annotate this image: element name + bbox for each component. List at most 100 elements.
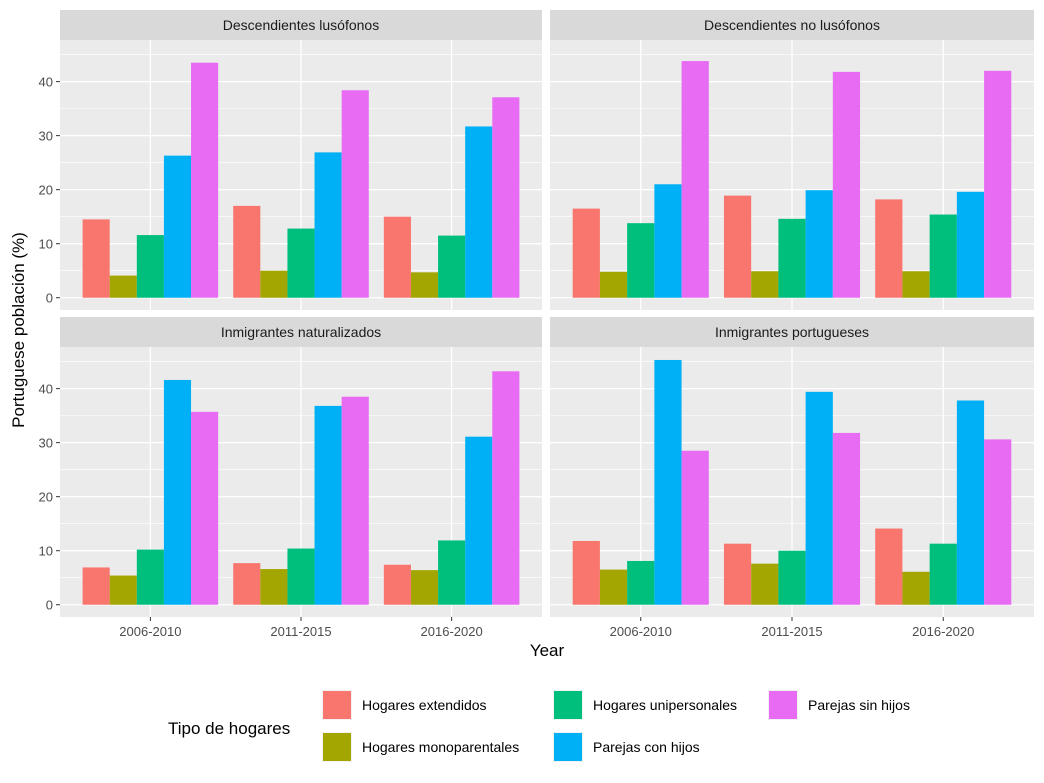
x-tick-label: 2011-2015: [761, 624, 822, 639]
bar: [627, 223, 655, 298]
facet-strip-label: Inmigrantes portugueses: [715, 324, 869, 340]
bar: [492, 97, 520, 298]
legend-title: Tipo de hogares: [168, 719, 290, 738]
bar: [260, 270, 288, 298]
bar: [832, 71, 861, 298]
bar: [465, 436, 493, 605]
legend-item: Hogares unipersonales: [553, 690, 737, 720]
bar: [109, 275, 137, 298]
facet-strip: [60, 10, 542, 40]
bar: [287, 228, 315, 298]
bar: [492, 371, 520, 605]
legend-item: Parejas con hijos: [553, 732, 700, 762]
bar: [314, 405, 342, 605]
bar: [875, 199, 903, 298]
bar: [82, 567, 110, 605]
x-tick-label: 2016-2020: [421, 624, 483, 639]
bar: [723, 543, 752, 605]
bar: [383, 216, 411, 298]
bar: [805, 190, 833, 298]
legend-item: Hogares extendidos: [322, 690, 487, 720]
bar: [163, 155, 192, 298]
bar: [287, 548, 315, 605]
bar: [341, 90, 369, 298]
facet-strip-label: Descendientes lusófonos: [223, 17, 379, 33]
bar: [654, 184, 682, 298]
bar: [778, 550, 806, 605]
bar: [929, 543, 957, 605]
legend-item: Hogares monoparentales: [322, 732, 519, 762]
facet-strip: [60, 317, 542, 347]
legend-key: [323, 691, 351, 719]
bar: [260, 569, 288, 605]
facet-strip: [550, 10, 1034, 40]
legend: Hogares extendidos Hogares monoparentales…: [322, 690, 910, 762]
legend-key: [769, 691, 797, 719]
bar: [191, 62, 219, 298]
facet-panel: Descendientes no lusófonos: [550, 10, 1034, 310]
bar: [902, 571, 930, 605]
bar: [832, 432, 861, 605]
x-tick-label: 2016-2020: [912, 624, 974, 639]
y-tick-label: 10: [39, 544, 53, 559]
facet-strip-label: Inmigrantes naturalizados: [221, 324, 381, 340]
legend-item: Parejas sin hijos: [768, 690, 910, 720]
bar: [681, 61, 709, 298]
bar: [681, 450, 709, 605]
bar: [751, 563, 779, 605]
legend-label: Parejas con hijos: [593, 739, 700, 755]
bar: [191, 411, 219, 605]
legend-key: [554, 691, 582, 719]
x-tick-label: 2011-2015: [270, 624, 331, 639]
bar: [163, 379, 192, 605]
bar: [136, 235, 164, 298]
bar: [438, 540, 466, 605]
bar: [410, 272, 439, 298]
y-tick-label: 40: [39, 75, 53, 90]
x-tick-label: 2006-2010: [610, 624, 672, 639]
bar: [929, 214, 957, 298]
bar: [627, 560, 655, 605]
y-tick-label: 20: [39, 183, 53, 198]
bar: [654, 359, 682, 605]
bar: [233, 205, 261, 298]
facet-panel: Descendientes lusófonos 0 10 20 30 40: [39, 10, 542, 310]
x-axis-title: Year: [530, 641, 565, 660]
bar: [805, 391, 833, 605]
bar: [136, 549, 164, 605]
y-axis-title: Portuguese población (%): [9, 232, 28, 428]
bar: [956, 191, 985, 298]
legend-key: [323, 733, 351, 761]
y-tick-label: 0: [46, 598, 53, 613]
facet-strip-label: Descendientes no lusófonos: [704, 17, 880, 33]
bar: [956, 400, 985, 605]
bar: [465, 126, 493, 298]
facet-panel: Inmigrantes naturalizados 0 10 20 30 40 2006-2…: [39, 317, 542, 639]
bar: [599, 569, 628, 605]
bar: [572, 540, 600, 605]
bar: [233, 563, 261, 605]
bar: [875, 528, 903, 605]
bar: [82, 219, 110, 298]
legend-label: Hogares unipersonales: [593, 697, 737, 713]
legend-label: Parejas sin hijos: [808, 697, 910, 713]
bar: [438, 235, 466, 298]
bar: [984, 439, 1012, 605]
facet-strip: [550, 317, 1034, 347]
y-tick-label: 40: [39, 382, 53, 397]
y-tick-label: 30: [39, 129, 53, 144]
legend-label: Hogares extendidos: [362, 697, 487, 713]
legend-label: Hogares monoparentales: [362, 739, 519, 755]
bar: [751, 271, 779, 298]
y-tick-label: 10: [39, 237, 53, 252]
bar: [383, 564, 411, 605]
bar: [410, 570, 439, 605]
bar: [572, 208, 600, 298]
bar: [723, 195, 752, 298]
x-tick-label: 2006-2010: [119, 624, 181, 639]
y-tick-label: 20: [39, 490, 53, 505]
bar: [314, 152, 342, 298]
legend-key: [554, 733, 582, 761]
bar: [341, 396, 369, 605]
